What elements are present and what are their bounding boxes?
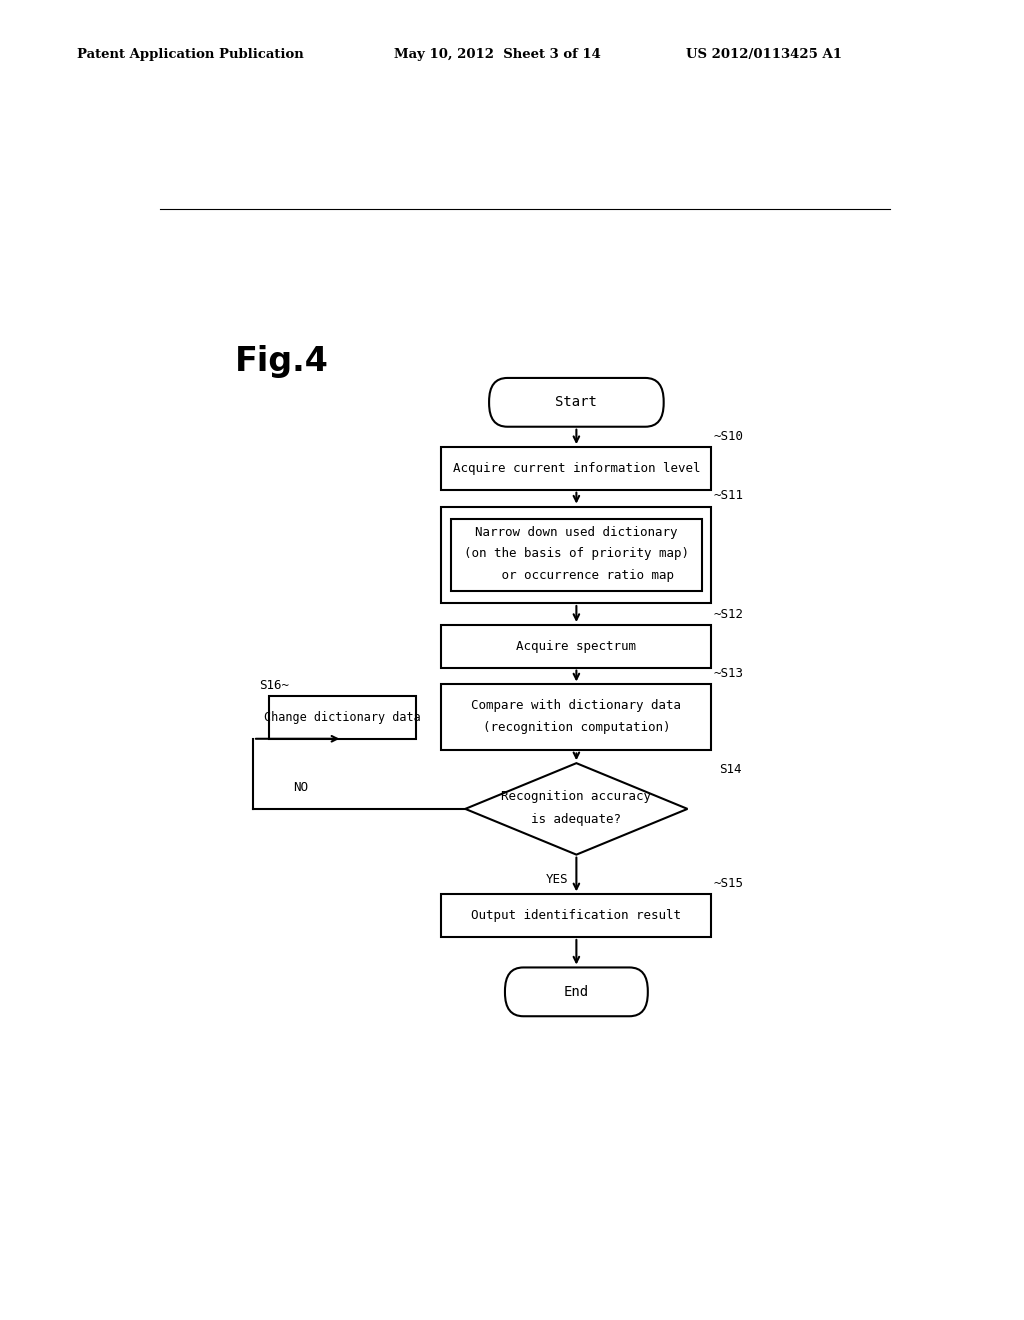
- Text: US 2012/0113425 A1: US 2012/0113425 A1: [686, 48, 842, 61]
- Text: End: End: [564, 985, 589, 999]
- Text: May 10, 2012  Sheet 3 of 14: May 10, 2012 Sheet 3 of 14: [394, 48, 601, 61]
- Text: S14: S14: [719, 763, 741, 776]
- Bar: [441, 507, 712, 603]
- Bar: [441, 894, 712, 937]
- Text: Acquire spectrum: Acquire spectrum: [516, 640, 636, 653]
- Text: or occurrence ratio map: or occurrence ratio map: [479, 569, 674, 582]
- Polygon shape: [465, 763, 687, 854]
- Text: Recognition accuracy: Recognition accuracy: [502, 791, 651, 803]
- Text: Narrow down used dictionary: Narrow down used dictionary: [475, 525, 678, 539]
- Text: Acquire current information level: Acquire current information level: [453, 462, 700, 475]
- Text: S16~: S16~: [259, 678, 289, 692]
- Bar: [441, 684, 712, 751]
- Text: (recognition computation): (recognition computation): [482, 721, 670, 734]
- FancyBboxPatch shape: [489, 378, 664, 426]
- Text: NO: NO: [293, 780, 308, 793]
- Text: Change dictionary data: Change dictionary data: [264, 711, 421, 723]
- Text: is adequate?: is adequate?: [531, 813, 622, 825]
- Text: ~S10: ~S10: [714, 430, 743, 444]
- Text: (on the basis of priority map): (on the basis of priority map): [464, 548, 689, 560]
- Text: ~S11: ~S11: [714, 490, 743, 503]
- FancyBboxPatch shape: [505, 968, 648, 1016]
- Text: Compare with dictionary data: Compare with dictionary data: [471, 698, 681, 711]
- Bar: [451, 519, 701, 591]
- Text: ~S12: ~S12: [714, 609, 743, 620]
- Bar: [441, 447, 712, 490]
- Text: Patent Application Publication: Patent Application Publication: [77, 48, 303, 61]
- Text: Fig.4: Fig.4: [236, 346, 329, 379]
- Text: Output identification result: Output identification result: [471, 909, 681, 923]
- Text: YES: YES: [546, 873, 567, 886]
- Text: ~S13: ~S13: [714, 668, 743, 680]
- Text: ~S15: ~S15: [714, 878, 743, 890]
- Bar: [269, 696, 416, 739]
- Text: Start: Start: [555, 395, 597, 409]
- Bar: [441, 624, 712, 668]
